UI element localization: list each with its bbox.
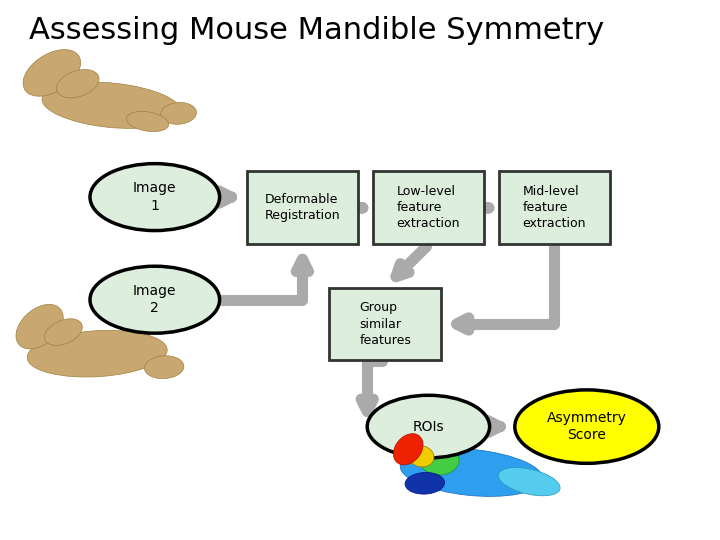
Text: Low-level
feature
extraction: Low-level feature extraction xyxy=(397,185,460,231)
Ellipse shape xyxy=(367,395,490,458)
FancyBboxPatch shape xyxy=(373,172,484,244)
Text: Mid-level
feature
extraction: Mid-level feature extraction xyxy=(523,185,586,231)
Ellipse shape xyxy=(56,70,99,98)
Ellipse shape xyxy=(45,319,82,346)
FancyBboxPatch shape xyxy=(498,172,611,244)
Ellipse shape xyxy=(400,449,543,496)
Ellipse shape xyxy=(145,356,184,379)
Ellipse shape xyxy=(90,266,220,333)
Text: Asymmetry
Score: Asymmetry Score xyxy=(547,411,626,442)
Ellipse shape xyxy=(419,445,459,475)
Ellipse shape xyxy=(408,446,434,467)
Ellipse shape xyxy=(42,82,181,129)
Text: Image
2: Image 2 xyxy=(133,284,176,315)
FancyBboxPatch shape xyxy=(330,287,441,361)
Ellipse shape xyxy=(161,103,197,124)
Ellipse shape xyxy=(90,164,220,231)
FancyBboxPatch shape xyxy=(246,172,358,244)
Text: Assessing Mouse Mandible Symmetry: Assessing Mouse Mandible Symmetry xyxy=(29,16,604,45)
Text: ROIs: ROIs xyxy=(413,420,444,434)
Ellipse shape xyxy=(498,468,560,496)
Text: Image
1: Image 1 xyxy=(133,181,176,213)
Ellipse shape xyxy=(127,111,168,132)
Ellipse shape xyxy=(16,305,63,349)
Ellipse shape xyxy=(27,330,167,377)
Ellipse shape xyxy=(405,472,444,494)
Ellipse shape xyxy=(393,434,423,465)
Text: Deformable
Registration: Deformable Registration xyxy=(264,193,341,222)
Ellipse shape xyxy=(515,390,659,463)
Text: Group
similar
features: Group similar features xyxy=(359,301,411,347)
Ellipse shape xyxy=(23,50,81,96)
